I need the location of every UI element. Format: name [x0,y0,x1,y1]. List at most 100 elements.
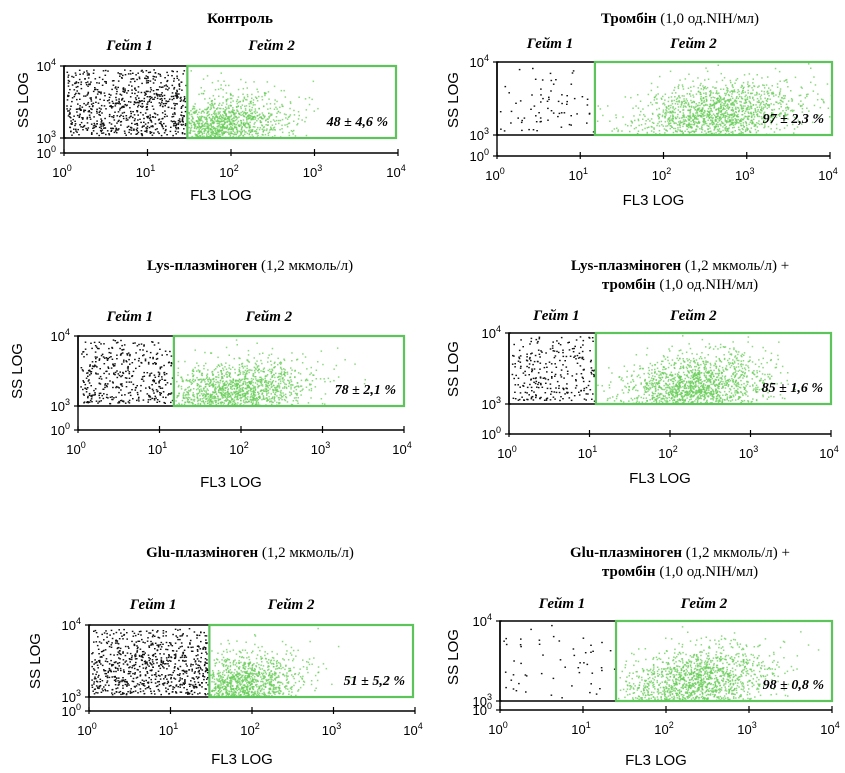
gate2-event [225,127,228,130]
gate2-event [230,131,232,133]
gate2-event [684,105,686,107]
gate2-event [223,126,225,128]
gate1-event [176,89,178,92]
gate2-event [767,93,769,95]
gate1-event [182,73,184,75]
gate2-event [237,110,239,113]
gate2-event [212,95,215,97]
gate2-event [189,378,191,381]
gate1-event [119,103,121,105]
gate2-event [770,120,773,123]
gate1-event [142,399,145,401]
gate2-event [243,395,246,397]
gate2-event [248,116,250,118]
gate2-event [761,100,764,103]
gate2-event [191,379,194,382]
gate1-event [146,131,148,133]
gate2-event [244,377,247,379]
gate2-event [268,395,270,398]
gate1-event [155,353,158,356]
gate2-event [243,96,246,98]
gate1-event [132,111,134,113]
gate1-event [112,339,115,341]
gate2-event [662,125,665,127]
gate1-event [550,90,552,92]
gate2-event [228,400,231,402]
gate2-event [283,387,286,389]
gate2-event [215,388,217,390]
gate2-event [228,124,231,126]
gate2-event [244,124,246,126]
gate2-event [235,380,237,383]
gate2-event [256,133,258,135]
gate2-event [767,118,769,121]
gate1-event [540,382,542,385]
gate1-event [532,67,534,70]
gate2-event [198,391,201,393]
panel-title-rest: (1,2 мкмоль/л) [257,258,353,274]
gate2-event [710,108,712,110]
gate1-event [124,377,127,379]
gate2-event [260,370,262,372]
gate2-event [242,100,244,103]
gate2-event [689,112,691,114]
gate1-event [107,366,109,368]
gate1-event [180,114,182,116]
gate2-event [223,402,225,404]
gate2-event [726,107,728,109]
gate1-event [178,85,181,87]
gate2-event [729,98,732,100]
gate1-event [70,105,72,107]
gate1-event [504,85,507,88]
gate2-event [200,116,202,119]
gate2-event [682,125,684,128]
gate2-event [234,127,236,129]
gate1-label: Гейт 1 [526,36,574,52]
gate2-event [690,117,693,119]
gate2-event [218,120,221,123]
gate2-event [246,365,248,367]
gate2-event [193,106,196,108]
gate2-event [681,84,684,86]
gate1-event [120,73,123,75]
gate2-event [282,380,284,382]
gate2-event [671,118,673,120]
gate1-event [83,102,85,105]
gate2-event [289,107,291,110]
gate2-event [726,120,728,122]
gate2-event [233,134,235,136]
gate1-event [165,84,167,86]
gate1-event [129,129,131,131]
gate1-event [185,84,187,87]
gate2-event [756,114,759,117]
gate2-event [751,122,753,124]
gate2-event [196,362,198,364]
gate1-event [92,90,95,93]
gate1-event [87,110,90,113]
gate2-event [671,120,674,122]
gate2-event [212,106,215,108]
gate2-event [239,131,242,133]
gate1-event [117,129,119,131]
gate2-event [261,380,263,382]
gate1-event [158,86,161,88]
gate2-event [281,105,283,107]
gate1-event [150,125,153,128]
gate2-event [817,114,820,117]
gate2-event [227,388,229,390]
gate2-event [224,396,227,399]
gate2-event [694,114,697,117]
gate1-event [156,95,159,97]
gate1-event [98,358,101,360]
gate2-event [768,104,770,106]
gate1-event [560,112,563,114]
gate1-event [154,363,157,365]
gate2-event [279,391,282,393]
gate2-event [284,124,286,126]
gate2-event [284,369,286,371]
gate1-event [526,356,528,358]
gate2-event [296,394,298,396]
gate2-event [274,376,276,379]
gate2-event [217,380,219,383]
gate2-event [767,98,769,100]
